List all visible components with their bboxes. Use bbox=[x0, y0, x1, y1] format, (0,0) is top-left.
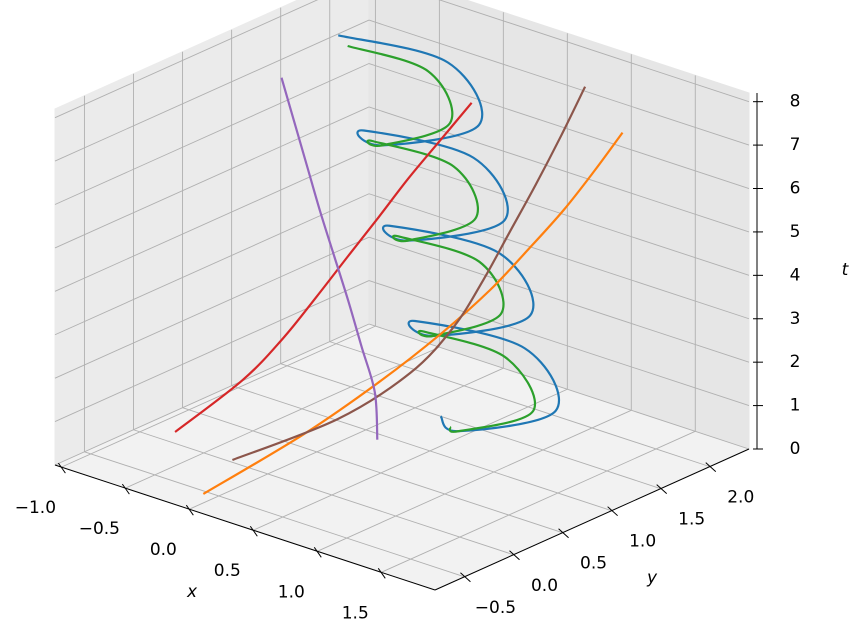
grid-line bbox=[368, 236, 750, 363]
x-tick-label: −0.5 bbox=[79, 519, 120, 539]
tick-mark bbox=[509, 550, 520, 561]
tick-mark bbox=[607, 506, 618, 517]
grid-line bbox=[368, 149, 750, 276]
x-tick-label: 0.5 bbox=[214, 561, 241, 581]
grid-line bbox=[54, 323, 370, 466]
grid-line bbox=[54, 19, 370, 162]
axes: −1.0 −0.5 0.0 0.5 1.0 1.5 −0.5 0.0 0.5 1.0 1.5 2.0 0… bbox=[15, 92, 801, 624]
grid-line bbox=[54, 0, 319, 119]
tick-mark bbox=[656, 484, 668, 495]
tick-mark bbox=[313, 546, 322, 558]
grid-line bbox=[54, 149, 370, 292]
grid-line bbox=[54, 280, 370, 422]
y-tick-label: 0.0 bbox=[531, 576, 558, 596]
grid-line bbox=[368, 106, 750, 233]
y-axis bbox=[434, 448, 750, 591]
z-tick-label: 2 bbox=[790, 352, 801, 372]
grid-line bbox=[368, 193, 750, 320]
grid-line bbox=[182, 407, 563, 534]
x-tick-label: 1.0 bbox=[278, 582, 305, 602]
z-axis-label: t bbox=[842, 260, 850, 280]
lines bbox=[174, 34, 624, 495]
tick-mark bbox=[460, 572, 471, 583]
grid-line bbox=[381, 430, 696, 573]
grid-line bbox=[368, 323, 750, 450]
z-tick-label: 8 bbox=[790, 92, 801, 112]
y-tick-label: 1.5 bbox=[678, 510, 705, 530]
y-tick-label: 1.0 bbox=[629, 532, 656, 552]
z-tick-label: 5 bbox=[790, 222, 801, 242]
y-tick-label: −0.5 bbox=[475, 598, 516, 618]
tick-mark bbox=[185, 504, 194, 516]
grid-line bbox=[125, 346, 440, 489]
x-tick-label: −1.0 bbox=[15, 498, 56, 518]
grid-line bbox=[368, 19, 750, 146]
series-line bbox=[280, 77, 379, 440]
series-line bbox=[337, 34, 561, 433]
y-tick-label: 0.5 bbox=[580, 554, 607, 574]
grid-line bbox=[189, 367, 504, 510]
tick-mark bbox=[558, 528, 569, 539]
z-tick-label: 0 bbox=[790, 439, 801, 459]
x-tick-label: 1.5 bbox=[342, 603, 369, 623]
y-axis-label: y bbox=[646, 568, 658, 588]
tick-mark bbox=[121, 483, 130, 495]
z-tick-label: 3 bbox=[790, 309, 801, 329]
x-axis-label: x bbox=[186, 582, 198, 602]
z-tick-label: 1 bbox=[790, 396, 801, 416]
grid-line bbox=[133, 429, 514, 556]
tick-mark bbox=[377, 568, 386, 579]
grid-line bbox=[280, 363, 661, 490]
grid-line bbox=[54, 106, 370, 249]
panes bbox=[53, 0, 751, 591]
series-line bbox=[232, 86, 587, 462]
series-line bbox=[347, 44, 536, 433]
grid-line bbox=[368, 63, 750, 189]
y-tick-label: 2.0 bbox=[727, 488, 754, 508]
tick-mark bbox=[705, 462, 717, 472]
tick-mark bbox=[249, 525, 258, 537]
z-tick-label: 4 bbox=[790, 265, 801, 285]
grid-line bbox=[231, 385, 612, 512]
z-tick-label: 7 bbox=[790, 135, 801, 155]
grid-line bbox=[317, 409, 632, 552]
grid-line bbox=[54, 63, 370, 205]
tick-mark bbox=[57, 462, 66, 474]
series-line bbox=[174, 102, 473, 433]
x-tick-label: 0.0 bbox=[150, 540, 177, 560]
z-tick-label: 6 bbox=[790, 179, 801, 199]
grid-line bbox=[54, 236, 370, 379]
grid-line bbox=[329, 341, 710, 468]
grid-line bbox=[54, 193, 370, 336]
grid-line bbox=[61, 325, 376, 468]
grid-line bbox=[368, 280, 750, 407]
grid-line bbox=[84, 451, 465, 578]
grid-line bbox=[438, 0, 750, 103]
grid-line bbox=[253, 388, 568, 531]
x-axis bbox=[54, 464, 436, 591]
